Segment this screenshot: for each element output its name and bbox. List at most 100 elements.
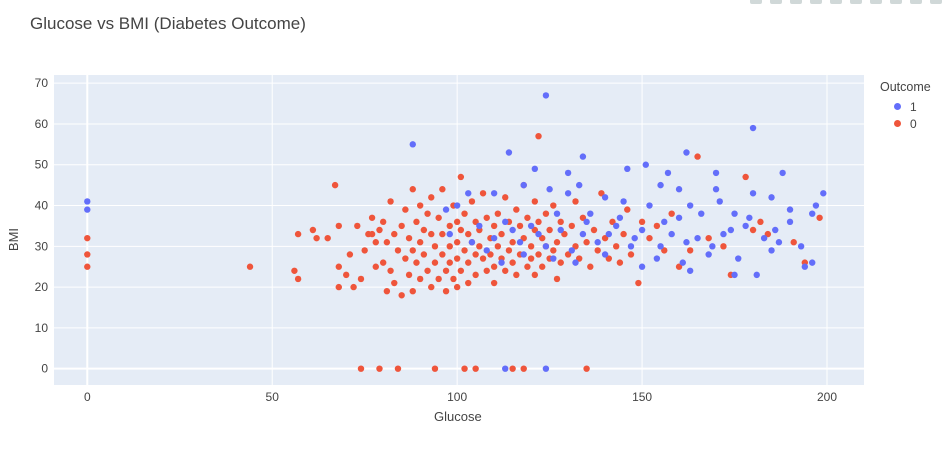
data-point-outcome-0[interactable] <box>424 210 431 217</box>
data-point-outcome-0[interactable] <box>431 259 439 266</box>
data-point-outcome-0[interactable] <box>601 234 609 242</box>
data-point-outcome-0[interactable] <box>550 202 557 209</box>
data-point-outcome-1[interactable] <box>572 259 579 266</box>
data-point-outcome-0[interactable] <box>465 230 472 238</box>
data-point-outcome-1[interactable] <box>694 234 701 242</box>
data-point-outcome-0[interactable] <box>405 234 413 242</box>
data-point-outcome-0[interactable] <box>342 271 350 279</box>
data-point-outcome-0[interactable] <box>357 275 365 283</box>
data-point-outcome-0[interactable] <box>764 230 772 238</box>
data-point-outcome-0[interactable] <box>675 263 683 270</box>
data-point-outcome-0[interactable] <box>294 230 302 238</box>
data-point-outcome-0[interactable] <box>376 365 383 372</box>
data-point-outcome-1[interactable] <box>84 198 91 205</box>
data-point-outcome-1[interactable] <box>527 222 535 230</box>
data-point-outcome-0[interactable] <box>457 173 465 181</box>
data-point-outcome-1[interactable] <box>465 190 472 197</box>
home-icon[interactable] <box>910 0 922 4</box>
data-point-outcome-0[interactable] <box>84 251 91 258</box>
data-point-outcome-1[interactable] <box>683 149 690 156</box>
data-point-outcome-0[interactable] <box>483 267 490 274</box>
data-point-outcome-0[interactable] <box>531 271 539 279</box>
data-point-outcome-1[interactable] <box>520 251 527 258</box>
data-point-outcome-1[interactable] <box>716 198 723 205</box>
data-point-outcome-0[interactable] <box>368 230 376 238</box>
data-point-outcome-0[interactable] <box>450 275 457 283</box>
data-point-outcome-0[interactable] <box>465 259 472 266</box>
data-point-outcome-1[interactable] <box>735 255 742 262</box>
data-point-outcome-1[interactable] <box>661 218 668 226</box>
data-point-outcome-0[interactable] <box>524 263 531 270</box>
data-point-outcome-0[interactable] <box>535 218 542 226</box>
data-point-outcome-0[interactable] <box>535 132 542 140</box>
data-point-outcome-1[interactable] <box>531 165 539 173</box>
data-point-outcome-0[interactable] <box>379 259 387 266</box>
data-point-outcome-0[interactable] <box>354 222 361 230</box>
data-point-outcome-1[interactable] <box>442 206 450 213</box>
data-point-outcome-0[interactable] <box>502 267 509 274</box>
pan-icon[interactable] <box>790 0 802 4</box>
data-point-outcome-0[interactable] <box>428 283 435 291</box>
data-point-outcome-1[interactable] <box>490 190 498 197</box>
data-point-outcome-0[interactable] <box>376 226 383 234</box>
data-point-outcome-0[interactable] <box>428 230 435 238</box>
data-point-outcome-0[interactable] <box>490 222 498 230</box>
zoom-out-icon[interactable] <box>870 0 882 4</box>
data-point-outcome-1[interactable] <box>620 198 627 205</box>
data-point-outcome-0[interactable] <box>635 279 642 287</box>
data-point-outcome-1[interactable] <box>709 243 716 250</box>
data-point-outcome-1[interactable] <box>820 190 827 197</box>
data-point-outcome-0[interactable] <box>627 251 635 258</box>
data-point-outcome-0[interactable] <box>527 243 535 250</box>
data-point-outcome-0[interactable] <box>457 226 465 234</box>
data-point-outcome-0[interactable] <box>816 214 823 221</box>
data-point-outcome-1[interactable] <box>468 239 476 246</box>
data-point-outcome-1[interactable] <box>453 202 461 209</box>
data-point-outcome-1[interactable] <box>476 222 483 230</box>
data-point-outcome-0[interactable] <box>749 226 757 234</box>
data-point-outcome-1[interactable] <box>624 165 631 173</box>
data-point-outcome-0[interactable] <box>594 247 601 254</box>
data-point-outcome-1[interactable] <box>546 186 553 193</box>
data-point-outcome-0[interactable] <box>572 198 579 205</box>
zoom-in-icon[interactable] <box>850 0 862 4</box>
data-point-outcome-0[interactable] <box>546 226 553 234</box>
data-point-outcome-0[interactable] <box>387 198 394 205</box>
data-point-outcome-0[interactable] <box>531 226 539 234</box>
data-point-outcome-0[interactable] <box>335 283 342 291</box>
data-point-outcome-1[interactable] <box>601 251 609 258</box>
data-point-outcome-1[interactable] <box>605 230 612 238</box>
data-point-outcome-0[interactable] <box>420 226 428 234</box>
data-point-outcome-0[interactable] <box>398 292 405 299</box>
data-point-outcome-0[interactable] <box>468 198 476 205</box>
data-point-outcome-0[interactable] <box>246 263 254 270</box>
data-point-outcome-0[interactable] <box>576 255 583 262</box>
data-point-outcome-0[interactable] <box>383 239 391 246</box>
data-point-outcome-1[interactable] <box>801 263 809 270</box>
data-point-outcome-0[interactable] <box>383 287 391 295</box>
legend-item-0[interactable]: 0 <box>880 115 931 132</box>
data-point-outcome-0[interactable] <box>587 263 594 270</box>
data-point-outcome-0[interactable] <box>416 202 424 209</box>
data-point-outcome-0[interactable] <box>531 198 539 205</box>
data-point-outcome-0[interactable] <box>513 206 520 213</box>
data-point-outcome-0[interactable] <box>557 218 564 226</box>
data-point-outcome-0[interactable] <box>409 247 416 254</box>
data-point-outcome-0[interactable] <box>616 259 624 266</box>
data-point-outcome-0[interactable] <box>542 210 550 217</box>
data-point-outcome-0[interactable] <box>357 365 365 372</box>
data-point-outcome-1[interactable] <box>535 230 542 238</box>
data-point-outcome-0[interactable] <box>402 255 409 262</box>
data-point-outcome-1[interactable] <box>720 230 727 238</box>
data-point-outcome-0[interactable] <box>439 186 446 193</box>
data-point-outcome-1[interactable] <box>587 210 594 217</box>
data-point-outcome-0[interactable] <box>653 222 661 230</box>
data-point-outcome-0[interactable] <box>490 263 498 270</box>
data-point-outcome-0[interactable] <box>494 210 502 217</box>
data-point-outcome-1[interactable] <box>627 243 635 250</box>
data-point-outcome-0[interactable] <box>457 267 465 274</box>
data-point-outcome-0[interactable] <box>513 271 520 279</box>
data-point-outcome-0[interactable] <box>413 259 420 266</box>
data-point-outcome-0[interactable] <box>509 259 516 266</box>
data-point-outcome-0[interactable] <box>550 247 557 254</box>
